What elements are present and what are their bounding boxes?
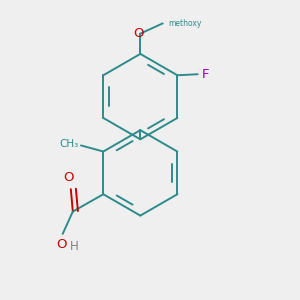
Text: O: O <box>64 171 74 184</box>
Text: O: O <box>56 238 67 251</box>
Text: H: H <box>70 240 79 253</box>
Text: CH₃: CH₃ <box>60 140 79 149</box>
Text: F: F <box>202 68 209 81</box>
Text: methoxy: methoxy <box>168 19 201 28</box>
Text: O: O <box>133 27 144 40</box>
